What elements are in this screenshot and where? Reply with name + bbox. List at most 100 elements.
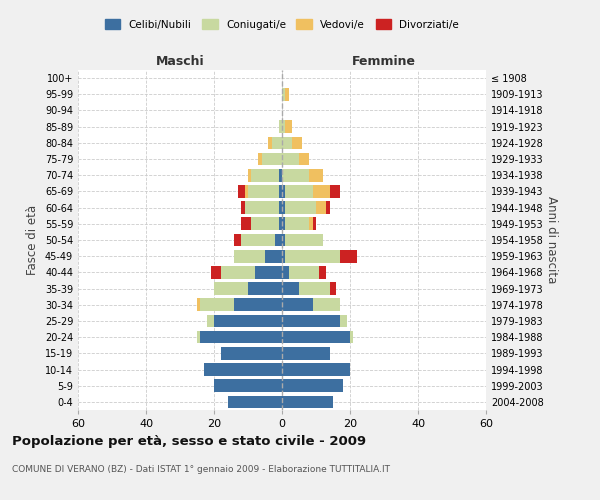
Bar	[207, 314, 282, 328]
Bar	[221, 347, 282, 360]
Bar	[282, 331, 350, 344]
Bar	[197, 298, 282, 311]
Bar	[282, 331, 353, 344]
Bar	[241, 234, 282, 246]
Bar	[282, 331, 353, 344]
Bar	[282, 218, 313, 230]
Bar	[282, 282, 329, 295]
Bar	[282, 136, 302, 149]
Bar	[282, 331, 353, 344]
Bar	[248, 169, 282, 181]
Bar	[227, 396, 282, 408]
Bar	[282, 266, 319, 278]
Bar	[278, 120, 282, 133]
Text: COMUNE DI VERANO (BZ) - Dati ISTAT 1° gennaio 2009 - Elaborazione TUTTITALIA.IT: COMUNE DI VERANO (BZ) - Dati ISTAT 1° ge…	[12, 465, 390, 474]
Bar	[221, 347, 282, 360]
Y-axis label: Anni di nascita: Anni di nascita	[545, 196, 557, 284]
Bar	[221, 347, 282, 360]
Bar	[282, 396, 333, 408]
Bar	[278, 169, 282, 181]
Bar	[207, 314, 282, 328]
Bar	[282, 152, 299, 166]
Bar	[282, 136, 302, 149]
Bar	[282, 363, 350, 376]
Bar	[221, 266, 282, 278]
Bar	[282, 88, 286, 101]
Bar	[268, 136, 282, 149]
Bar	[282, 202, 316, 214]
Bar	[278, 120, 282, 133]
Bar	[200, 331, 282, 344]
Bar	[235, 250, 282, 262]
Bar	[282, 250, 340, 262]
Bar	[197, 298, 282, 311]
Bar	[282, 396, 333, 408]
Bar	[282, 347, 329, 360]
Bar	[245, 202, 282, 214]
Text: Popolazione per età, sesso e stato civile - 2009: Popolazione per età, sesso e stato civil…	[12, 435, 366, 448]
Bar	[251, 218, 282, 230]
Bar	[248, 282, 282, 295]
Bar	[282, 347, 329, 360]
Bar	[255, 266, 282, 278]
Bar	[282, 380, 343, 392]
Bar	[241, 218, 282, 230]
Bar	[204, 363, 282, 376]
Bar	[282, 152, 309, 166]
Bar	[214, 314, 282, 328]
Bar	[282, 234, 286, 246]
Bar	[282, 218, 286, 230]
Bar	[235, 250, 282, 262]
Bar	[235, 298, 282, 311]
Bar	[282, 380, 343, 392]
Bar	[238, 185, 282, 198]
Bar	[204, 363, 282, 376]
Bar	[248, 169, 282, 181]
Y-axis label: Fasce di età: Fasce di età	[26, 205, 39, 275]
Bar	[282, 266, 289, 278]
Bar	[282, 250, 357, 262]
Bar	[282, 234, 323, 246]
Bar	[214, 380, 282, 392]
Bar	[282, 347, 329, 360]
Bar	[282, 314, 340, 328]
Bar	[282, 202, 326, 214]
Bar	[235, 250, 282, 262]
Bar	[282, 282, 337, 295]
Bar	[282, 250, 340, 262]
Bar	[211, 266, 282, 278]
Bar	[214, 380, 282, 392]
Bar	[282, 298, 340, 311]
Bar	[278, 120, 282, 133]
Bar	[282, 88, 289, 101]
Bar	[282, 218, 309, 230]
Bar	[282, 169, 309, 181]
Bar	[197, 331, 282, 344]
Bar	[241, 202, 282, 214]
Bar	[245, 185, 282, 198]
Bar	[221, 266, 282, 278]
Bar	[282, 169, 323, 181]
Bar	[282, 380, 343, 392]
Bar	[282, 314, 347, 328]
Bar	[214, 282, 282, 295]
Bar	[282, 363, 350, 376]
Bar	[282, 396, 333, 408]
Bar	[282, 218, 316, 230]
Bar	[214, 380, 282, 392]
Bar	[282, 266, 326, 278]
Bar	[282, 152, 309, 166]
Bar	[235, 234, 282, 246]
Bar	[221, 347, 282, 360]
Bar	[268, 136, 282, 149]
Bar	[282, 380, 343, 392]
Bar	[282, 250, 286, 262]
Bar	[282, 314, 347, 328]
Legend: Celibi/Nubili, Coniugati/e, Vedovi/e, Divorziati/e: Celibi/Nubili, Coniugati/e, Vedovi/e, Di…	[101, 15, 463, 34]
Bar	[204, 363, 282, 376]
Bar	[282, 120, 292, 133]
Bar	[251, 169, 282, 181]
Bar	[282, 363, 350, 376]
Bar	[282, 185, 286, 198]
Bar	[282, 120, 292, 133]
